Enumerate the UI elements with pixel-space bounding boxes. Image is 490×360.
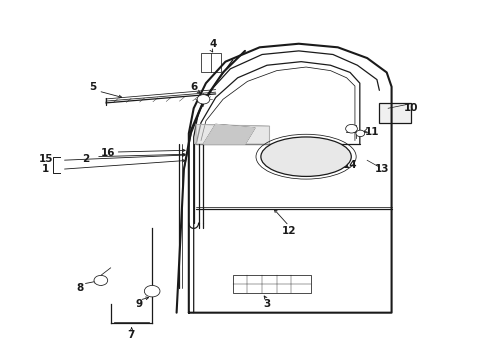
Text: 15: 15 <box>38 154 53 164</box>
Circle shape <box>145 285 160 297</box>
Text: 6: 6 <box>191 82 198 92</box>
Text: 12: 12 <box>282 226 296 236</box>
Text: 4: 4 <box>210 40 217 49</box>
Text: 10: 10 <box>404 103 418 113</box>
Text: 8: 8 <box>76 283 83 293</box>
Text: 1: 1 <box>42 164 49 174</box>
Circle shape <box>197 95 210 104</box>
Text: 9: 9 <box>136 299 143 309</box>
Text: 13: 13 <box>374 164 389 174</box>
Text: 5: 5 <box>89 82 96 92</box>
Circle shape <box>356 130 365 136</box>
Text: 2: 2 <box>83 154 90 164</box>
Text: 7: 7 <box>127 330 135 340</box>
Circle shape <box>94 275 108 285</box>
Bar <box>233 275 311 293</box>
Text: 16: 16 <box>101 148 116 158</box>
Polygon shape <box>196 125 270 144</box>
Text: 11: 11 <box>365 127 379 137</box>
Bar <box>379 103 411 123</box>
Ellipse shape <box>261 137 351 176</box>
Text: 3: 3 <box>263 299 270 309</box>
Bar <box>201 53 220 72</box>
Polygon shape <box>203 125 255 144</box>
Circle shape <box>345 125 357 133</box>
Text: 14: 14 <box>343 159 357 170</box>
